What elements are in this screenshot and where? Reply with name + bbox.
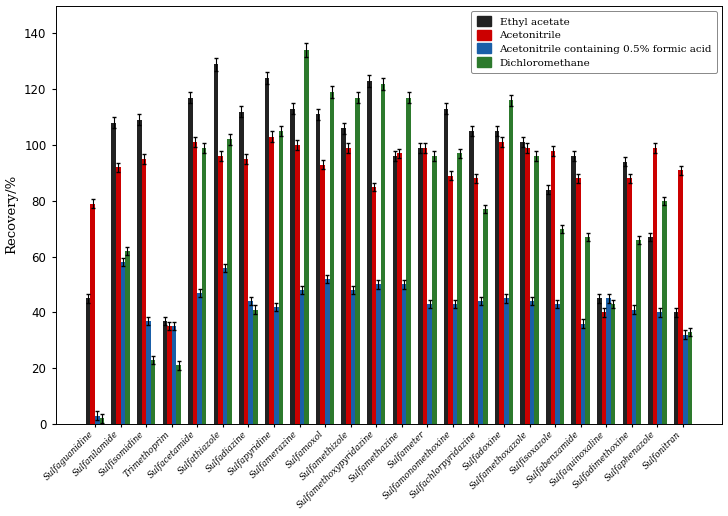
Bar <box>90 204 95 424</box>
Bar <box>611 304 615 424</box>
Bar <box>367 81 371 424</box>
Bar <box>111 123 116 424</box>
Bar <box>653 148 657 424</box>
Bar <box>193 142 197 424</box>
Bar <box>432 156 437 424</box>
Bar <box>648 237 653 424</box>
Bar <box>687 332 692 424</box>
Bar <box>320 165 325 424</box>
Bar <box>279 131 283 424</box>
Bar <box>632 310 636 424</box>
Bar <box>381 84 385 424</box>
Bar <box>146 321 151 424</box>
Bar <box>673 312 678 424</box>
Bar <box>555 304 560 424</box>
Bar <box>662 201 667 424</box>
Bar <box>427 304 432 424</box>
Bar <box>218 156 223 424</box>
Bar <box>330 92 334 424</box>
Bar <box>581 324 585 424</box>
Bar <box>483 209 488 424</box>
Bar <box>151 360 155 424</box>
Bar <box>560 229 564 424</box>
Bar <box>499 142 504 424</box>
Bar <box>265 78 269 424</box>
Bar <box>406 98 411 424</box>
Bar <box>622 162 628 424</box>
Bar <box>402 284 406 424</box>
Bar <box>202 148 207 424</box>
Bar <box>172 326 176 424</box>
Bar <box>443 109 448 424</box>
Bar <box>100 418 104 424</box>
Bar <box>269 137 274 424</box>
Bar <box>213 64 218 424</box>
Bar <box>601 312 606 424</box>
Bar <box>121 262 125 424</box>
Bar <box>495 131 499 424</box>
Bar <box>248 301 253 424</box>
Bar <box>295 145 299 424</box>
Bar <box>227 139 232 424</box>
Legend: Ethyl acetate, Acetonitrile, Acetonitrile containing 0.5% formic acid, Dichlorom: Ethyl acetate, Acetonitrile, Acetonitril… <box>472 11 717 73</box>
Bar <box>392 156 397 424</box>
Bar <box>504 298 509 424</box>
Bar <box>457 153 462 424</box>
Bar <box>325 279 330 424</box>
Bar <box>223 268 227 424</box>
Bar <box>448 175 453 424</box>
Bar <box>571 156 576 424</box>
Bar <box>316 115 320 424</box>
Bar <box>116 167 121 424</box>
Bar <box>240 111 244 424</box>
Bar <box>478 301 483 424</box>
Bar <box>418 148 423 424</box>
Bar <box>188 98 193 424</box>
Bar <box>351 290 355 424</box>
Bar <box>244 159 248 424</box>
Bar <box>474 179 478 424</box>
Bar <box>546 190 550 424</box>
Bar <box>423 148 427 424</box>
Bar <box>470 131 474 424</box>
Bar <box>176 365 181 424</box>
Bar <box>636 240 641 424</box>
Bar <box>197 293 202 424</box>
Bar <box>167 326 172 424</box>
Bar <box>253 310 258 424</box>
Bar <box>521 142 525 424</box>
Bar <box>137 120 141 424</box>
Bar <box>678 170 683 424</box>
Bar <box>341 128 346 424</box>
Bar <box>509 101 513 424</box>
Bar <box>299 290 304 424</box>
Bar <box>95 415 100 424</box>
Bar <box>606 298 611 424</box>
Bar <box>274 307 279 424</box>
Bar <box>597 298 601 424</box>
Bar <box>125 251 130 424</box>
Y-axis label: Recovery/%: Recovery/% <box>6 175 18 254</box>
Bar <box>628 179 632 424</box>
Bar <box>576 179 581 424</box>
Bar <box>371 187 376 424</box>
Bar <box>355 98 360 424</box>
Bar <box>304 50 309 424</box>
Bar <box>376 284 381 424</box>
Bar <box>585 237 590 424</box>
Bar <box>86 298 90 424</box>
Bar <box>529 301 534 424</box>
Bar <box>657 312 662 424</box>
Bar <box>683 335 687 424</box>
Bar <box>453 304 457 424</box>
Bar <box>141 159 146 424</box>
Bar <box>534 156 539 424</box>
Bar <box>346 148 351 424</box>
Bar <box>397 153 402 424</box>
Bar <box>290 109 295 424</box>
Bar <box>525 148 529 424</box>
Bar <box>162 321 167 424</box>
Bar <box>550 151 555 424</box>
